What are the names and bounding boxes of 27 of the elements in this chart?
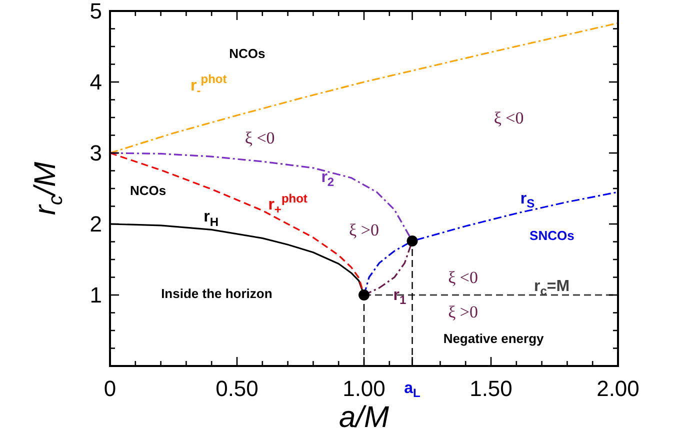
annotation: ξ >0 bbox=[448, 302, 478, 322]
annotation: ξ <0 bbox=[244, 128, 275, 148]
x-tick-label: 1.50 bbox=[470, 376, 512, 401]
series-label: r$_{1}$ bbox=[393, 286, 406, 308]
y-tick-label: 3 bbox=[90, 140, 102, 166]
line-series bbox=[109, 22, 619, 154]
y-tick-label: 4 bbox=[90, 70, 102, 95]
annotation: SNCOs bbox=[530, 228, 574, 243]
annotation: ξ >0 bbox=[349, 220, 379, 240]
annotation: ξ <0 bbox=[448, 268, 478, 288]
x-tick-label: 0 bbox=[104, 376, 116, 401]
y-tick-label: 1 bbox=[90, 282, 102, 308]
series-label: r$_{S}$ bbox=[520, 190, 535, 211]
x-tick-label: 1.00 bbox=[342, 376, 386, 401]
annotation: NCOs bbox=[130, 183, 166, 198]
annotation: ξ <0 bbox=[494, 108, 524, 128]
series-label: r$_{H}$ bbox=[204, 208, 219, 229]
annotation: Inside the horizon bbox=[161, 286, 272, 302]
annotation: NCOs bbox=[229, 46, 266, 62]
x-axis-title: a/M bbox=[338, 401, 390, 433]
annotation: Negative energy bbox=[443, 330, 545, 346]
series-label: r$_{2}$ bbox=[321, 168, 334, 190]
x-tick-label: a$_{L}$ bbox=[404, 380, 420, 400]
y-tick-label: 5 bbox=[90, 0, 102, 24]
y-tick-label: 2 bbox=[90, 212, 102, 237]
x-tick-label: 0.50 bbox=[216, 376, 258, 401]
x-tick-label: 2.00 bbox=[596, 376, 640, 401]
